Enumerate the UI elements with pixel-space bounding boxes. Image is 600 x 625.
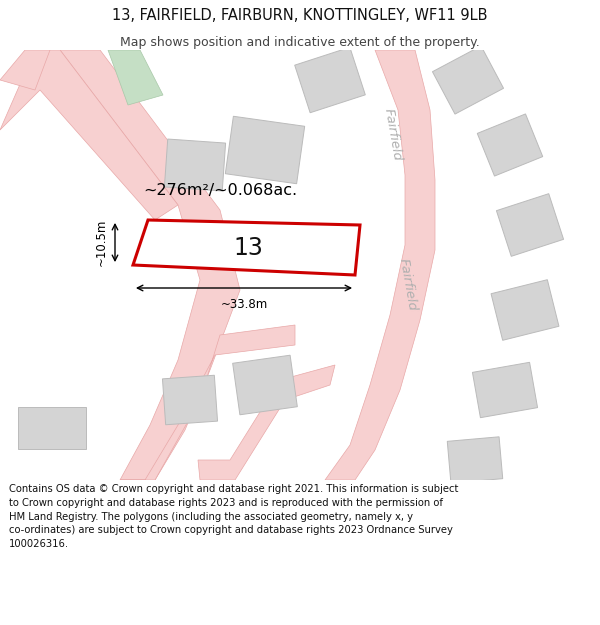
Text: 13: 13 <box>233 236 263 260</box>
Polygon shape <box>472 362 538 418</box>
Polygon shape <box>108 50 163 105</box>
Polygon shape <box>447 437 503 483</box>
Polygon shape <box>477 114 543 176</box>
Polygon shape <box>120 325 295 480</box>
Text: ~33.8m: ~33.8m <box>220 298 268 311</box>
Polygon shape <box>0 50 178 220</box>
Text: Fairfield: Fairfield <box>382 107 404 162</box>
Polygon shape <box>163 375 218 425</box>
Polygon shape <box>0 50 50 90</box>
Text: ~276m²/~0.068ac.: ~276m²/~0.068ac. <box>143 183 297 198</box>
Polygon shape <box>233 355 298 415</box>
Polygon shape <box>491 280 559 340</box>
Text: 13, FAIRFIELD, FAIRBURN, KNOTTINGLEY, WF11 9LB: 13, FAIRFIELD, FAIRBURN, KNOTTINGLEY, WF… <box>112 8 488 22</box>
Text: Fairfield: Fairfield <box>397 258 419 312</box>
Text: ~10.5m: ~10.5m <box>95 218 108 266</box>
Polygon shape <box>164 139 226 191</box>
Polygon shape <box>198 365 335 480</box>
Text: Contains OS data © Crown copyright and database right 2021. This information is : Contains OS data © Crown copyright and d… <box>9 484 458 549</box>
Polygon shape <box>433 46 503 114</box>
Text: Map shows position and indicative extent of the property.: Map shows position and indicative extent… <box>120 36 480 49</box>
Polygon shape <box>325 50 435 480</box>
Polygon shape <box>18 407 86 449</box>
Polygon shape <box>295 48 365 112</box>
Polygon shape <box>226 116 305 184</box>
Polygon shape <box>133 220 360 275</box>
Polygon shape <box>496 194 563 256</box>
Polygon shape <box>60 50 240 480</box>
